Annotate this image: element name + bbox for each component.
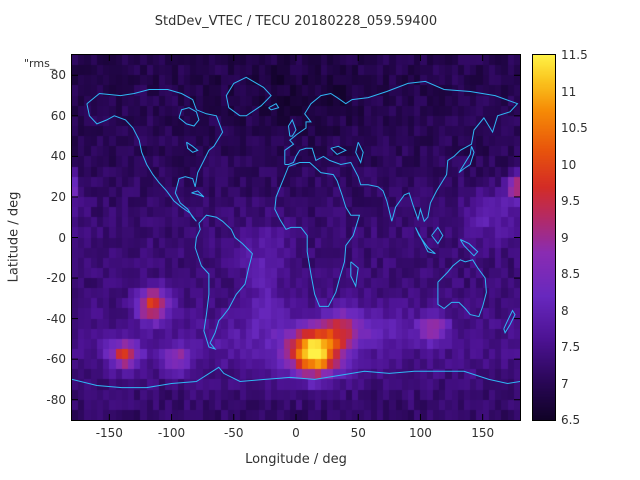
x-tick-label: -150 xyxy=(95,426,123,440)
colorbar-tick-label: 7 xyxy=(561,376,569,391)
x-tick-label: 0 xyxy=(292,426,300,440)
y-tick-label: 60 xyxy=(50,108,66,123)
chart-title: StdDev_VTEC / TECU 20180228_059.59400 xyxy=(154,14,438,29)
colorbar-tick-label: 9.5 xyxy=(561,194,581,208)
y-tick-label: 80 xyxy=(50,68,66,83)
heatmap-canvas xyxy=(72,55,520,420)
y-axis-label: Latitude / deg xyxy=(6,191,22,283)
colorbar-tick-label: 7.5 xyxy=(561,340,581,354)
x-tick-label: -100 xyxy=(157,426,186,440)
x-tick-label: 50 xyxy=(350,426,366,440)
y-tick-label: 20 xyxy=(50,189,66,204)
y-tick-label: -80 xyxy=(46,392,66,407)
colorbar-tick-label: 8.5 xyxy=(561,267,581,281)
colorbar-tick-label: 10 xyxy=(561,157,577,172)
colorbar-tick-label: 6.5 xyxy=(561,413,581,427)
x-tick-label: 150 xyxy=(471,426,495,440)
colorbar-tick-label: 10.5 xyxy=(561,121,588,135)
colorbar-canvas xyxy=(533,55,555,420)
colorbar-tick-label: 11 xyxy=(561,84,577,99)
y-tick-label: 0 xyxy=(58,230,66,245)
colorbar-tick-label: 11.5 xyxy=(561,48,588,62)
colorbar-tick-label: 9 xyxy=(561,230,569,245)
x-tick-label: -50 xyxy=(223,426,244,440)
corner-label: "rms_ xyxy=(24,57,56,70)
colorbar-tick-label: 8 xyxy=(561,303,569,318)
x-tick-label: 100 xyxy=(408,426,432,440)
x-axis-label: Longitude / deg xyxy=(245,452,347,467)
y-tick-label: -60 xyxy=(46,352,66,367)
y-tick-label: -40 xyxy=(46,311,66,326)
y-tick-label: -20 xyxy=(46,271,66,286)
y-tick-label: 40 xyxy=(50,149,66,164)
